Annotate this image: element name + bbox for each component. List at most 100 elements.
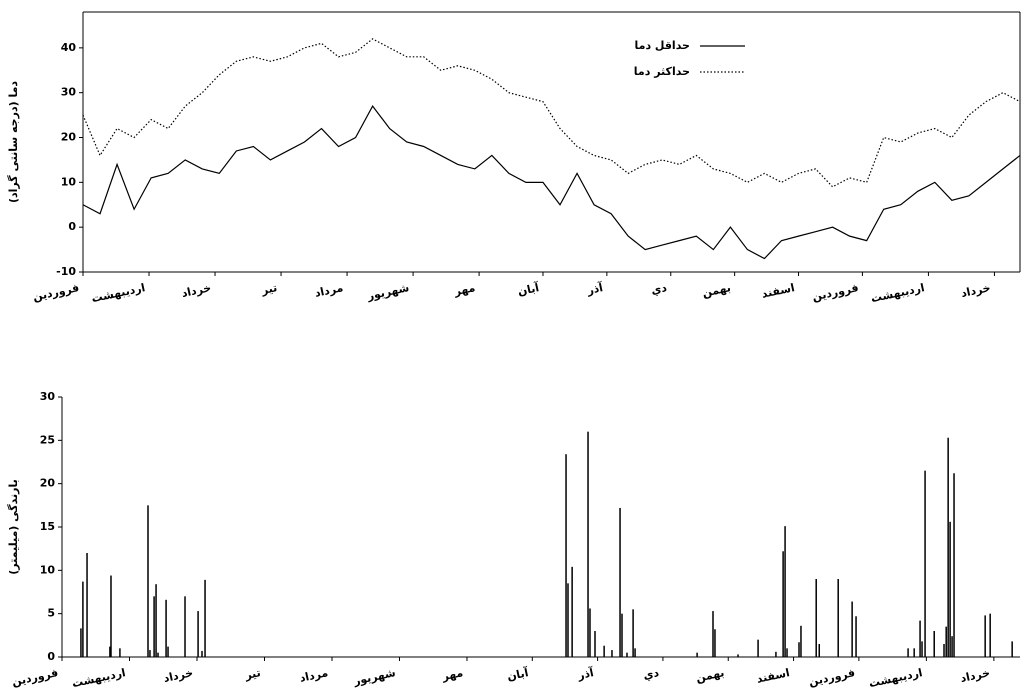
precipitation-bar xyxy=(165,599,167,657)
precipitation-bar xyxy=(571,566,573,657)
x-tick-label: مرداد xyxy=(314,281,345,300)
x-tick-label: خرداد xyxy=(960,281,992,300)
precipitation-bar xyxy=(712,611,714,657)
precipitation-bar xyxy=(201,650,203,657)
precipitation-bar xyxy=(798,642,800,657)
y-tick-label: 20 xyxy=(40,477,56,490)
precipitation-bar xyxy=(167,646,169,657)
precipitation-bar xyxy=(714,629,716,657)
precipitation-bar xyxy=(147,505,149,657)
precipitation-bar xyxy=(913,648,915,657)
precipitation-bar xyxy=(153,596,155,657)
legend-label: حداقل دما xyxy=(635,39,691,52)
precipitation-bar xyxy=(818,644,821,657)
x-tick-label: آذر xyxy=(585,280,605,297)
x-tick-label: دي xyxy=(650,281,668,297)
precipitation-bar xyxy=(157,652,159,657)
temperature-line xyxy=(82,105,1021,260)
precipitation-bar xyxy=(782,551,784,657)
x-tick-label: بهمن xyxy=(695,666,726,685)
x-tick-label: فروردين xyxy=(11,666,60,688)
precipitation-bar xyxy=(851,601,853,657)
x-tick-label: شهريور xyxy=(352,666,397,688)
precipitation-bar xyxy=(82,581,84,657)
precipitation-bar xyxy=(815,579,817,657)
x-tick-label: ارديبهشت xyxy=(870,281,926,305)
x-tick-label: آبان xyxy=(506,665,530,683)
y-tick-label: 20 xyxy=(61,131,77,144)
precipitation-bar xyxy=(775,651,777,657)
y-tick-label: -10 xyxy=(56,265,76,278)
precipitation-bar xyxy=(86,553,88,657)
y-tick-label: 30 xyxy=(61,86,77,99)
x-tick-label: آبان xyxy=(516,280,540,298)
precipitation-bar xyxy=(184,596,186,657)
x-tick-label: تير xyxy=(259,281,278,297)
precipitation-bar xyxy=(784,526,786,657)
x-tick-label: خرداد xyxy=(180,281,212,300)
precipitation-bar xyxy=(567,583,569,657)
precipitation-bar xyxy=(924,470,926,657)
precipitation-bar xyxy=(197,611,199,657)
legend-label: حداکثر دما xyxy=(634,65,690,78)
y-tick-label: 0 xyxy=(47,650,55,663)
precipitation-bar xyxy=(989,613,991,657)
precipitation-bar xyxy=(800,625,802,657)
x-tick-label: بهمن xyxy=(701,281,732,300)
x-tick-label: مرداد xyxy=(298,666,329,685)
x-tick-label: خرداد xyxy=(162,666,194,685)
x-tick-label: ارديبهشت xyxy=(90,281,146,305)
y-tick-label: 5 xyxy=(47,607,55,620)
precipitation-bar xyxy=(947,437,949,657)
x-tick-label: تير xyxy=(243,666,262,682)
x-tick-label: فروردين xyxy=(808,666,857,688)
precipitation-bar xyxy=(611,650,613,657)
precipitation-bar xyxy=(619,507,621,657)
y-axis-label: بارندگی (میلیمتر) xyxy=(7,479,20,574)
x-tick-label: دي xyxy=(642,666,660,682)
y-tick-label: 15 xyxy=(40,520,55,533)
y-tick-label: 30 xyxy=(40,390,56,403)
x-tick-label: آذر xyxy=(576,665,596,682)
precipitation-bar xyxy=(587,431,589,657)
x-tick-label: شهريور xyxy=(365,281,410,303)
precipitation-bar xyxy=(919,620,921,657)
x-tick-label: فروردين xyxy=(32,281,81,303)
precipitation-bar xyxy=(603,645,605,657)
precipitation-bar xyxy=(594,631,596,657)
precipitation-bar xyxy=(786,648,788,657)
precipitation-bar xyxy=(837,579,839,657)
x-tick-label: ارديبهشت xyxy=(71,666,127,690)
precipitation-bar xyxy=(907,648,909,657)
x-tick-label: اسفند xyxy=(760,281,795,301)
x-tick-label: ارديبهشت xyxy=(868,666,924,690)
precipitation-bar xyxy=(626,652,628,657)
x-tick-label: مهر xyxy=(452,281,476,298)
precipitation-bar xyxy=(80,628,82,657)
precipitation-bar xyxy=(149,650,151,657)
precipitation-bar xyxy=(855,616,857,657)
precipitation-bar xyxy=(943,644,945,657)
precipitation-bar xyxy=(921,641,923,657)
x-tick-label: مهر xyxy=(440,666,464,683)
precipitation-bar xyxy=(696,652,698,657)
precipitation-bar xyxy=(953,473,955,657)
precipitation-bar xyxy=(621,613,623,657)
precipitation-bar xyxy=(119,648,121,657)
precipitation-bar xyxy=(589,608,591,657)
y-tick-label: 25 xyxy=(40,433,55,446)
precipitation-bar xyxy=(737,654,739,657)
precipitation-bar xyxy=(951,636,953,657)
precipitation-bar xyxy=(565,454,567,657)
x-tick-label: فروردين xyxy=(811,281,860,303)
precipitation-bar xyxy=(933,631,935,657)
temperature-line xyxy=(82,38,1021,188)
precipitation-bar xyxy=(757,639,759,657)
y-tick-label: 0 xyxy=(68,220,76,233)
precipitation-bar xyxy=(1011,641,1013,657)
precipitation-bar xyxy=(109,646,111,657)
precipitation-bar xyxy=(204,579,206,657)
x-tick-label: خرداد xyxy=(959,666,991,685)
precipitation-bar xyxy=(949,521,951,657)
y-tick-label: 40 xyxy=(61,41,77,54)
